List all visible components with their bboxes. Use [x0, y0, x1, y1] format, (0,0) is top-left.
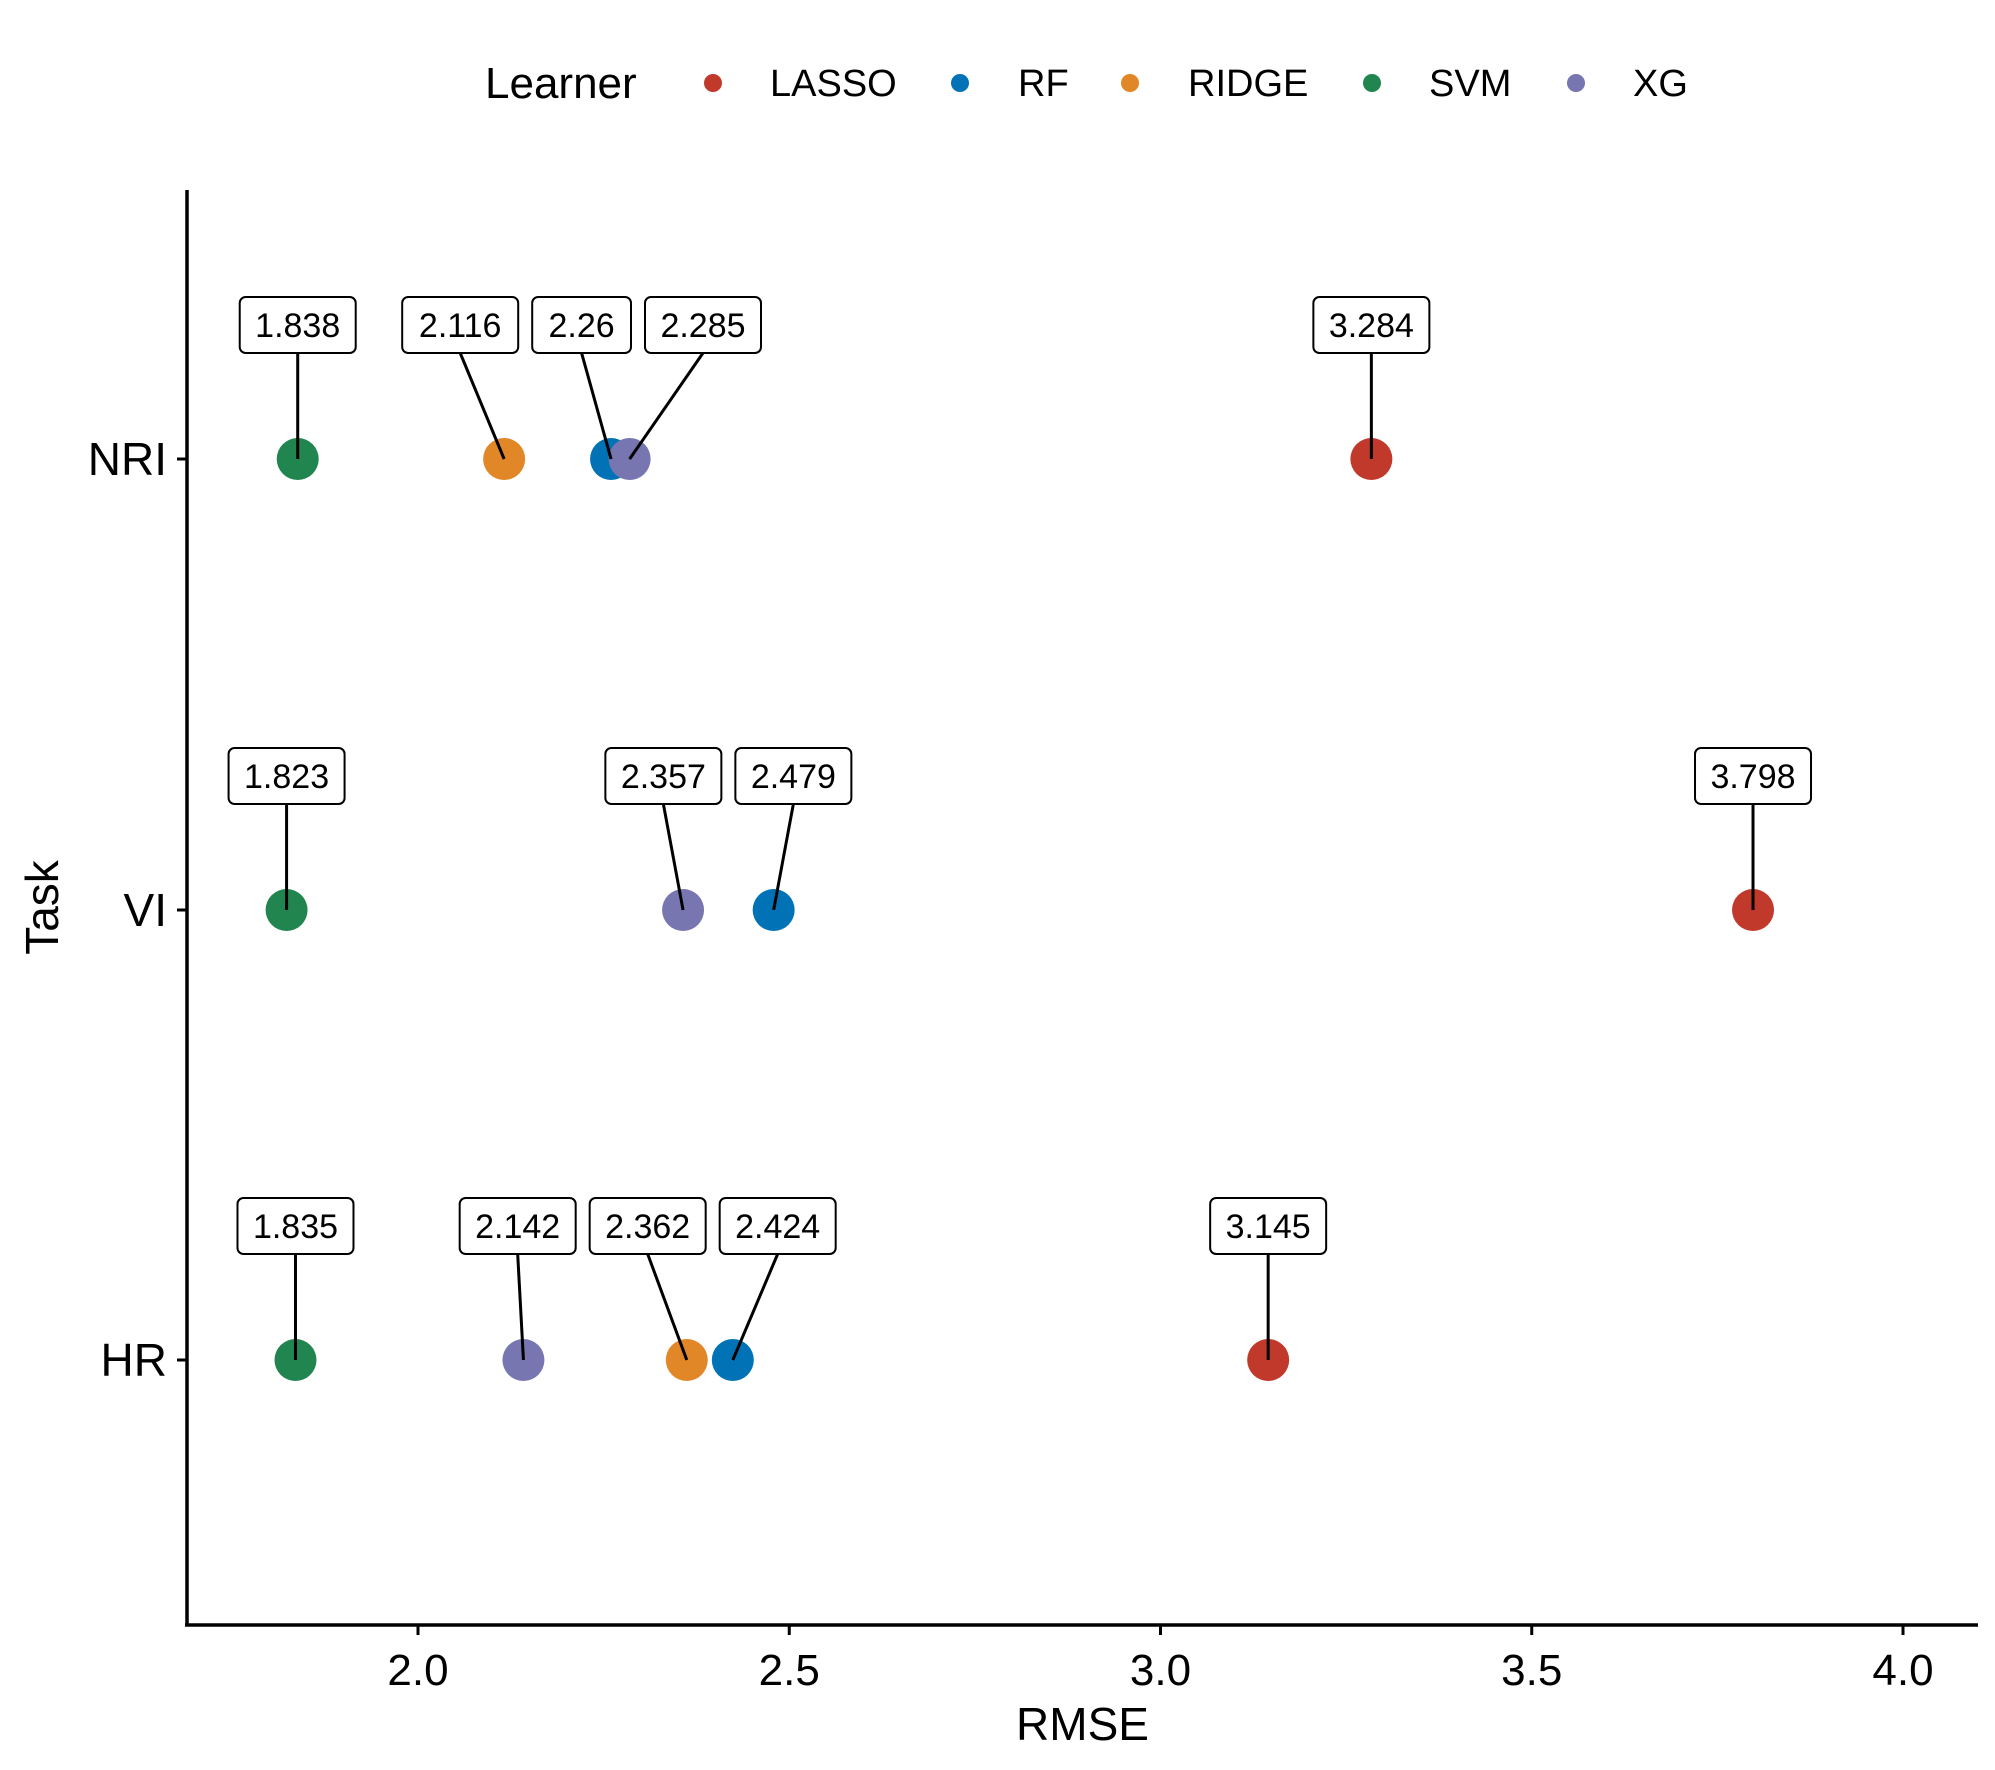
y-tick-label: VI: [124, 884, 167, 936]
legend-label-ridge: RIDGE: [1188, 63, 1308, 105]
label-text: 2.142: [475, 1208, 560, 1246]
label-connector-tip: [520, 1338, 525, 1361]
legend-label-xg: XG: [1633, 63, 1688, 105]
label-box: [227, 747, 346, 805]
legend-item-svm: SVM: [1363, 63, 1511, 105]
y-tick-label: NRI: [88, 433, 167, 485]
label-box: [458, 1197, 577, 1255]
label-text: 2.362: [605, 1208, 690, 1246]
x-tick-label: 3.0: [1130, 1646, 1191, 1695]
legend-label-svm: SVM: [1429, 63, 1511, 105]
legend-swatch-svm: [1363, 74, 1381, 92]
label-connector-tip: [772, 889, 779, 911]
axes: 2.0 2.5 3.0 3.5 4.0 HR VI NRI RMSE Task: [16, 190, 1978, 1750]
legend-item-rf: RF: [951, 63, 1069, 105]
x-tick-label: 2.0: [387, 1646, 448, 1695]
data-label-rf-hr: 2.424: [718, 1197, 837, 1255]
label-box: [401, 296, 520, 354]
label-box: [1694, 747, 1813, 805]
label-text: 2.479: [751, 758, 836, 796]
label-box: [718, 1197, 837, 1255]
label-box: [604, 747, 723, 805]
data-label-lasso-nri: 3.284: [1312, 296, 1431, 354]
label-text: 3.284: [1329, 307, 1414, 345]
label-box: [1312, 296, 1431, 354]
data-label-xg-vi: 2.357: [604, 747, 723, 805]
data-label-svm-vi: 1.823: [227, 747, 346, 805]
label-text: 2.116: [419, 307, 502, 345]
label-box: [643, 296, 762, 354]
label-connector-tip: [603, 438, 613, 460]
y-tick-label: HR: [101, 1334, 167, 1386]
legend: Learner LASSO RF RIDGE SVM XG: [485, 59, 1688, 108]
legend-item-xg: XG: [1567, 63, 1688, 105]
label-connector-tip: [494, 439, 506, 460]
data-label-ridge-hr: 2.362: [588, 1197, 707, 1255]
legend-label-lasso: LASSO: [770, 63, 897, 105]
data-label-svm-hr: 1.835: [236, 1197, 355, 1255]
label-box: [1209, 1197, 1328, 1255]
plot-marks: 1.838 2.116 2.26 2.285 3.284 1.823 2.357 2.479 3…: [227, 296, 1813, 1381]
label-box: [588, 1197, 707, 1255]
label-connector: [628, 352, 705, 460]
legend-item-lasso: LASSO: [704, 63, 897, 105]
x-tick-label: 3.5: [1501, 1646, 1562, 1695]
label-text: 3.798: [1710, 758, 1795, 796]
label-text: 2.285: [660, 307, 745, 345]
label-box: [531, 296, 632, 354]
label-text: 2.357: [621, 758, 706, 796]
y-axis-title: Task: [16, 859, 68, 955]
data-label-svm-nri: 1.838: [238, 296, 357, 354]
label-text: 1.835: [253, 1208, 338, 1246]
label-connector-tip: [731, 1340, 743, 1361]
x-tick-label: 4.0: [1872, 1646, 1933, 1695]
data-label-lasso-vi: 3.798: [1694, 747, 1813, 805]
label-text: 1.823: [244, 758, 329, 796]
label-connector-tip: [677, 889, 685, 911]
legend-item-ridge: RIDGE: [1121, 63, 1308, 105]
legend-swatch-xg: [1567, 74, 1585, 92]
legend-swatch-ridge: [1121, 74, 1139, 92]
legend-label-rf: RF: [1018, 63, 1069, 105]
label-text: 3.145: [1226, 1208, 1311, 1246]
legend-swatch-lasso: [704, 74, 722, 92]
label-box: [236, 1197, 355, 1255]
label-text: 1.838: [255, 307, 340, 345]
label-connector-tip: [628, 440, 643, 460]
label-connector-tip: [678, 1339, 689, 1361]
legend-swatch-rf: [951, 74, 969, 92]
label-text: 2.26: [549, 307, 615, 345]
label-box: [238, 296, 357, 354]
x-axis-title: RMSE: [1016, 1698, 1149, 1750]
data-label-rf-nri: 2.26: [531, 296, 632, 354]
data-label-rf-vi: 2.479: [734, 747, 853, 805]
label-text: 2.424: [735, 1208, 820, 1246]
data-label-lasso-hr: 3.145: [1209, 1197, 1328, 1255]
x-tick-label: 2.5: [759, 1646, 820, 1695]
data-label-xg-nri: 2.285: [643, 296, 762, 354]
data-label-xg-hr: 2.142: [458, 1197, 577, 1255]
legend-title: Learner: [485, 59, 637, 108]
label-box: [734, 747, 853, 805]
data-label-ridge-nri: 2.116: [401, 296, 520, 354]
